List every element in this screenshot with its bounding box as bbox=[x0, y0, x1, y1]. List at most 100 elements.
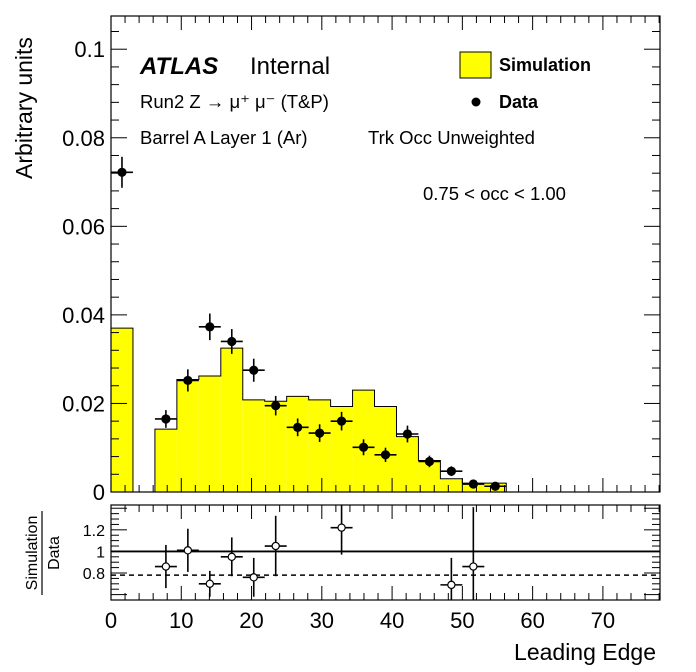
data-point-marker bbox=[424, 456, 435, 467]
simulation-bin-fill bbox=[330, 406, 353, 492]
data-point bbox=[374, 447, 397, 462]
x-axis-label: Leading Edge bbox=[514, 639, 656, 665]
data-points bbox=[111, 156, 507, 491]
data-point bbox=[418, 455, 441, 468]
legend-data-marker bbox=[471, 97, 481, 107]
main-axis-ticks bbox=[110, 16, 660, 493]
ratio-point bbox=[176, 528, 199, 572]
data-point-marker bbox=[271, 401, 281, 411]
data-point bbox=[176, 369, 199, 392]
ratio-axis-ticks bbox=[110, 505, 660, 600]
ratio-point-marker bbox=[183, 546, 193, 555]
y-tick-label: 0.1 bbox=[74, 37, 105, 62]
data-point-marker bbox=[315, 428, 325, 438]
ratio-plot-frame bbox=[110, 504, 661, 601]
internal-label: Internal bbox=[250, 53, 330, 80]
simulation-bin-fill bbox=[111, 328, 133, 492]
data-point bbox=[154, 410, 177, 428]
legend: Simulation Data bbox=[459, 51, 591, 112]
ratio-point-marker bbox=[161, 562, 171, 571]
data-point-marker bbox=[490, 481, 500, 491]
data-point-marker bbox=[446, 466, 456, 476]
data-point-marker bbox=[402, 429, 413, 439]
data-point-marker bbox=[468, 479, 478, 489]
data-point bbox=[396, 425, 419, 443]
x-tick-label: 10 bbox=[169, 608, 193, 633]
data-point-marker bbox=[293, 422, 303, 432]
simulation-bin-fill bbox=[308, 399, 331, 492]
data-point bbox=[440, 466, 463, 477]
x-tick-label: 60 bbox=[520, 608, 544, 633]
atlas-label: ATLAS bbox=[139, 53, 218, 80]
simulation-bin-fill bbox=[264, 401, 287, 492]
data-point-marker bbox=[336, 416, 347, 426]
weighting-label: Trk Occ Unweighted bbox=[368, 127, 535, 148]
ratio-point bbox=[154, 544, 177, 589]
y-tick-label: 0.08 bbox=[62, 126, 105, 151]
y-axis-label: Arbitrary units bbox=[11, 37, 37, 179]
x-tick-label: 30 bbox=[310, 608, 334, 633]
occupancy-cut-label: 0.75 < occ < 1.00 bbox=[423, 183, 566, 204]
x-tick-labels: 0 10 20 30 40 50 60 70 bbox=[105, 608, 615, 633]
simulation-bin-fill bbox=[176, 379, 199, 492]
data-point-marker bbox=[161, 414, 171, 424]
y-tick-label: 0 bbox=[93, 480, 105, 505]
data-point-marker bbox=[117, 167, 127, 177]
simulation-bin-fill bbox=[418, 460, 441, 492]
ratio-point-marker bbox=[227, 552, 236, 562]
ratio-y-tick-label: 0.8 bbox=[83, 566, 105, 583]
main-y-tick-labels: 0 0.02 0.04 0.06 0.08 0.1 bbox=[62, 37, 105, 505]
simulation-bin-fill bbox=[242, 399, 265, 492]
data-point-marker bbox=[380, 450, 391, 460]
data-point-marker bbox=[205, 322, 215, 332]
ratio-y-tick-label: 1.2 bbox=[83, 523, 105, 540]
ratio-point bbox=[440, 557, 463, 600]
ratio-point-marker bbox=[469, 562, 478, 571]
legend-data-label: Data bbox=[499, 92, 539, 112]
x-tick-label: 40 bbox=[380, 608, 404, 633]
ratio-point bbox=[242, 557, 265, 597]
ratio-points bbox=[154, 505, 485, 600]
ratio-y-tick-labels: 0.8 1 1.2 bbox=[83, 523, 105, 583]
ratio-y-tick-label: 1 bbox=[96, 544, 105, 561]
y-tick-label: 0.02 bbox=[62, 391, 105, 416]
ratio-reference-lines bbox=[111, 550, 660, 576]
data-point bbox=[264, 395, 287, 416]
simulation-bin-fill bbox=[220, 348, 243, 492]
x-tick-label: 50 bbox=[450, 608, 474, 633]
ratio-ylabel-denominator: Data bbox=[46, 536, 63, 570]
main-panel: 0 0.02 0.04 0.06 0.08 0.1 Arbitrary units ATL… bbox=[11, 15, 661, 505]
x-tick-label: 0 bbox=[105, 608, 117, 633]
simulation-bin-fill bbox=[440, 478, 463, 492]
legend-simulation-label: Simulation bbox=[499, 55, 591, 75]
simulation-bin-fill bbox=[286, 396, 309, 492]
x-tick-label: 20 bbox=[239, 608, 263, 633]
simulation-bin-fill bbox=[154, 429, 177, 492]
data-point bbox=[308, 424, 331, 442]
data-point-marker bbox=[358, 442, 369, 452]
ratio-point bbox=[220, 537, 243, 577]
simulation-bin-fill bbox=[396, 436, 419, 492]
data-point bbox=[220, 329, 243, 354]
ratio-point-marker bbox=[205, 579, 215, 589]
data-point bbox=[352, 439, 375, 456]
ratio-y-axis-label: Simulation Data bbox=[24, 511, 63, 595]
data-point bbox=[462, 479, 485, 489]
main-plot-frame bbox=[110, 15, 661, 493]
data-point bbox=[242, 358, 265, 382]
ratio-point bbox=[330, 505, 353, 555]
ratio-point bbox=[462, 507, 485, 600]
y-tick-label: 0.06 bbox=[62, 214, 105, 239]
simulation-histogram bbox=[110, 327, 507, 492]
simulation-bin-fill bbox=[198, 375, 221, 492]
data-point bbox=[198, 313, 221, 341]
data-point bbox=[484, 481, 507, 491]
ratio-point bbox=[264, 515, 287, 577]
region-label: Barrel A Layer 1 (Ar) bbox=[140, 127, 308, 148]
ratio-ylabel-numerator: Simulation bbox=[24, 516, 41, 591]
data-point-marker bbox=[227, 336, 237, 347]
x-tick-label: 70 bbox=[591, 608, 615, 633]
data-point-marker bbox=[249, 365, 259, 375]
data-point bbox=[111, 156, 133, 188]
